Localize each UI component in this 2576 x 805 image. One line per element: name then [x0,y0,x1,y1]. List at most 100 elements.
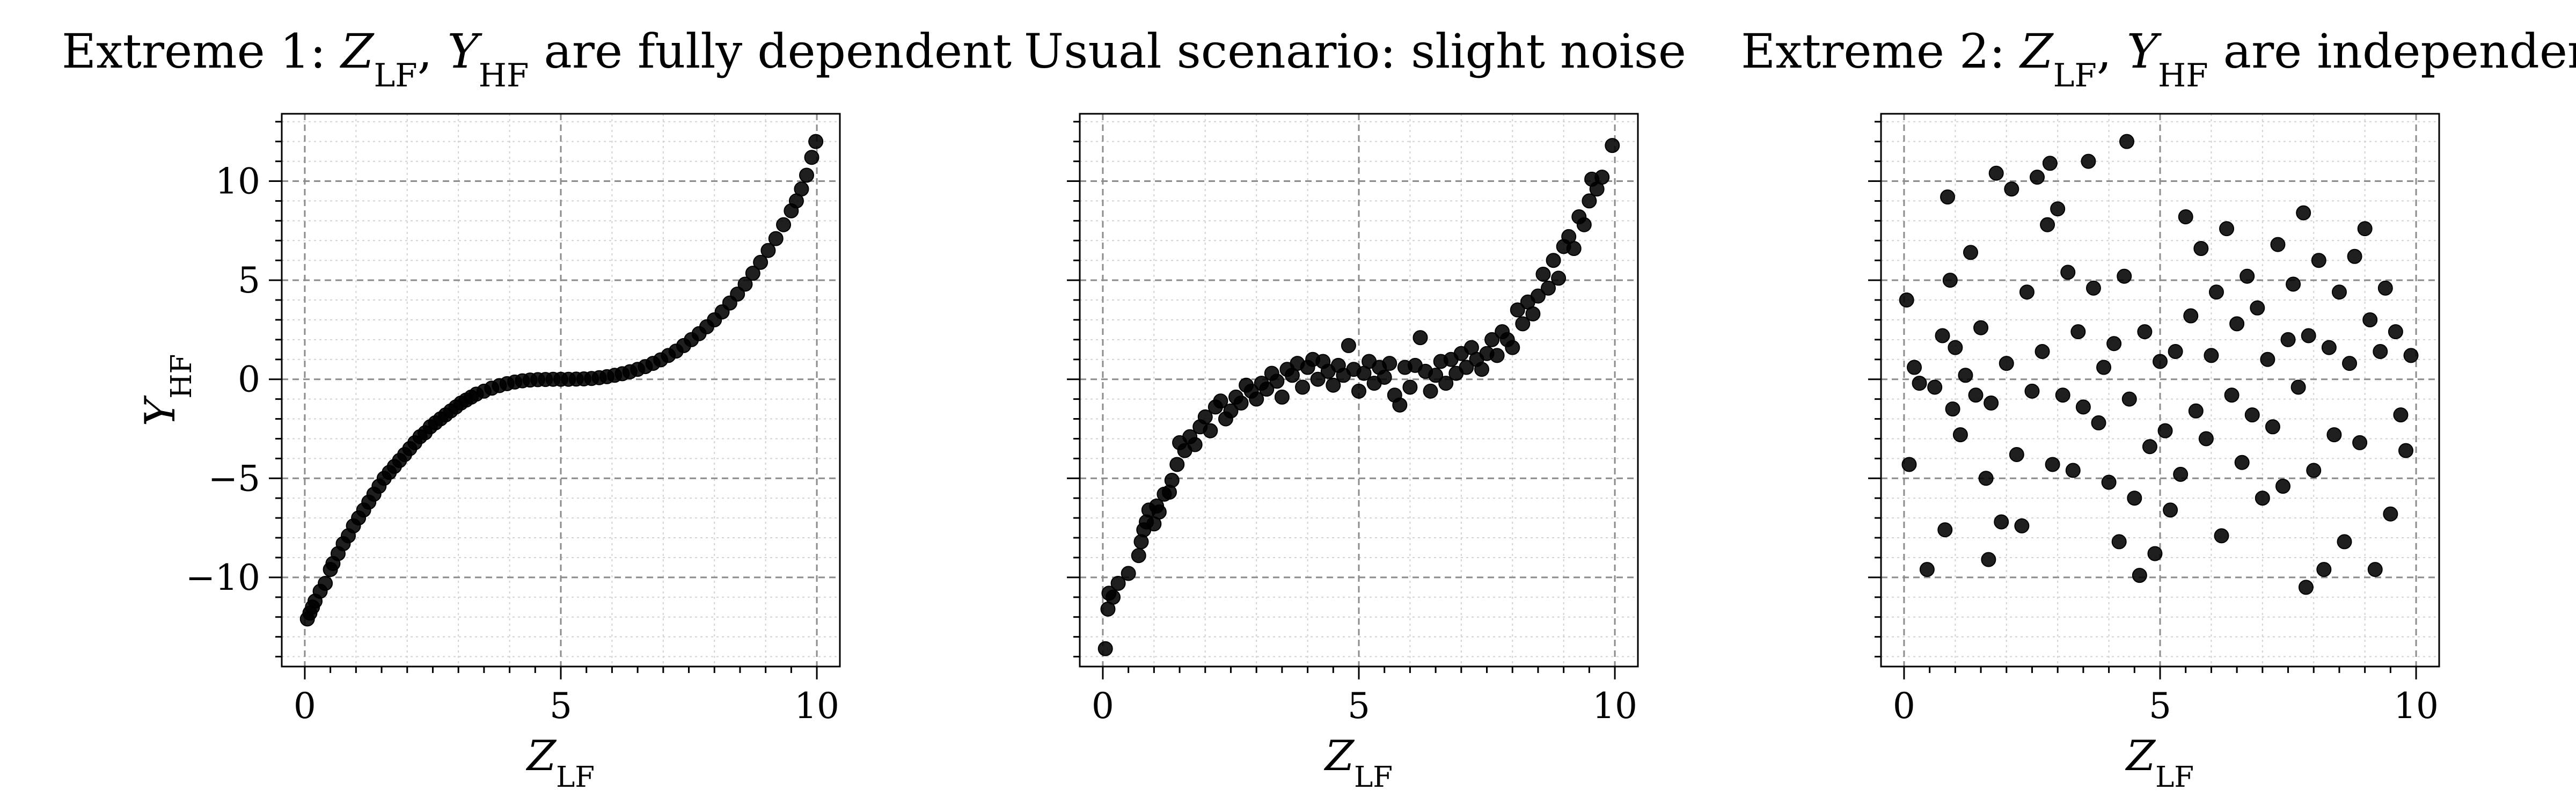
x-tick-label: 0 [1893,685,1915,727]
scatter-point [2326,427,2342,443]
scatter-point [2153,354,2168,369]
panel-1: Extreme 1: ZLF, YHF are fully dependent … [62,24,1012,794]
scatter-point [1566,241,1582,257]
panel-1-grid [282,114,840,667]
scatter-point [2119,134,2134,149]
scatter-point [2229,316,2245,332]
panel-1-x-axis-label: ZLF [525,732,595,794]
panel-1-title: Extreme 1: ZLF, YHF are fully dependent [62,24,1012,94]
scatter-point [1984,395,1999,411]
scatter-point [2311,253,2326,268]
scatter-point [794,181,809,197]
scatter-point [2377,280,2393,296]
scatter-point [1963,245,1978,260]
scatter-point [1392,397,1408,413]
scatter-point [2178,209,2193,224]
scatter-point [2147,546,2163,561]
scatter-point [2204,348,2219,363]
scatter-point [1937,522,1953,538]
x-tick-label: 10 [1592,685,1637,727]
scatter-point [2265,419,2280,435]
scatter-point [1131,548,1146,564]
scatter-point [2352,435,2368,450]
panel-2: Usual scenario: slight noise 0 5 10 ZLF [1024,24,1686,794]
scatter-point [2240,268,2255,284]
scatter-point [1935,328,1950,343]
scatter-point [2009,447,2024,462]
scatter-point [1233,395,1249,411]
scatter-point [2367,562,2383,577]
scatter-point [808,134,824,149]
scatter-point [804,150,819,165]
panel-1-frame [281,113,841,668]
scatter-point [1428,368,1444,383]
scatter-point [1551,270,1567,286]
scatter-point [2091,415,2106,430]
scatter-point [1169,457,1185,472]
scatter-point [2042,156,2058,171]
scatter-point [2111,534,2127,550]
scatter-point [318,575,333,591]
y-tick-label: 10 [215,161,260,202]
scatter-point [2373,344,2388,360]
scatter-point [799,167,814,183]
scatter-point [2055,387,2070,403]
panel-2-points [1097,138,1620,656]
scatter-point [1958,368,1973,383]
panel-3-x-axis-label: ZLF [2125,732,2194,794]
scatter-point [2065,463,2081,478]
scatter-point [2168,344,2183,360]
scatter-point [2296,205,2311,221]
y-tick-label: 0 [238,359,260,400]
scatter-point [2117,268,2132,284]
scatter-point [2060,265,2076,280]
scatter-point [1994,514,2009,530]
scatter-point [1326,377,1341,393]
scatter-point [2163,502,2178,518]
panel-2-grid [1080,114,1638,667]
scatter-point [2403,348,2419,363]
scatter-point [1978,471,1994,486]
scatter-point [2106,336,2122,352]
scatter-point [737,276,753,292]
scatter-point [1295,379,1311,395]
scatter-point [1223,403,1239,419]
scatter-point [1489,348,1505,363]
scatter-point [1945,401,1960,417]
scatter-point [2362,312,2378,327]
scatter-point [2290,379,2306,395]
scatter-point [1530,288,1546,304]
scatter-point [2127,491,2142,506]
scatter-point [1901,457,1917,472]
panel-1-ticks: 0 5 10 −10 −5 0 5 10 [186,121,839,727]
scatter-point [1438,376,1454,391]
scatter-point [1121,566,1136,581]
x-tick-label: 5 [550,685,572,727]
y-tick-label: −5 [208,458,260,499]
scatter-point [1535,267,1551,282]
scatter-point [1382,356,1397,371]
scatter-point [1106,589,1121,605]
scatter-point [2342,356,2358,371]
scatter-point [1927,379,1943,395]
scatter-point [2321,340,2337,355]
scatter-point [1576,217,1592,232]
scatter-point [1259,382,1275,397]
scatter-point [2024,383,2040,399]
scatter-point [1310,371,1326,387]
scatter-point [2075,399,2091,415]
scatter-point [1940,189,1956,205]
panel-2-x-axis-label: ZLF [1323,732,1393,794]
scatter-point [1213,393,1228,409]
scatter-point [2183,308,2199,324]
scatter-point [1582,193,1597,209]
scatter-point [2301,328,2316,343]
scatter-point [1907,360,1922,375]
y-tick-label: −10 [186,557,260,598]
scatter-point [2004,181,2019,197]
scatter-point [1605,138,1620,153]
scatter-point [2250,300,2265,316]
scatter-point [2316,562,2332,577]
x-tick-label: 0 [294,685,316,727]
